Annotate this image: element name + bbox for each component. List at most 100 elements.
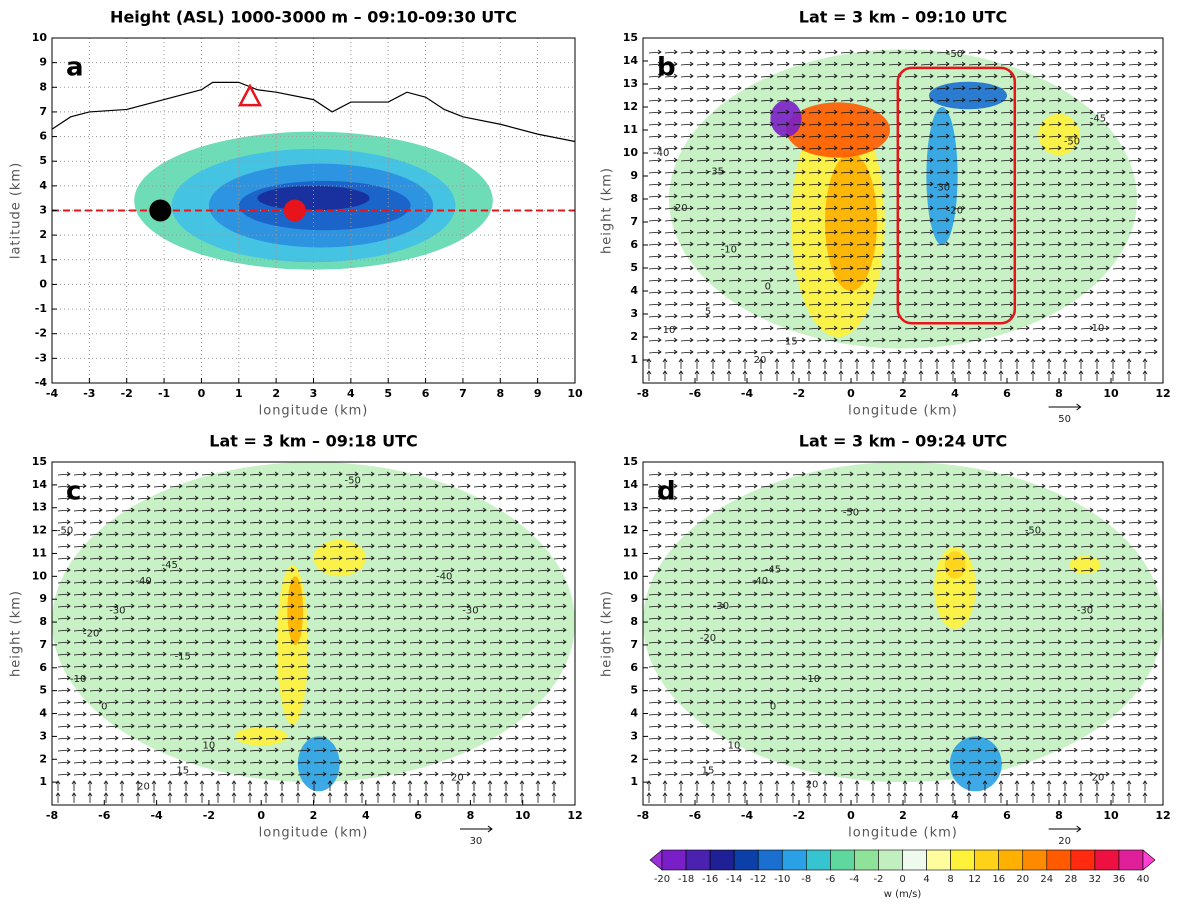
contour-label: 10: [663, 325, 676, 336]
reference-vector-label: 30: [470, 836, 483, 847]
x-tick-label: -2: [793, 809, 805, 822]
y-tick-label: 4: [39, 707, 47, 720]
y-tick-label: 8: [630, 192, 638, 205]
reference-arrow: [459, 825, 493, 833]
y-axis-label: height (km): [600, 590, 615, 677]
y-tick-label: 10: [623, 569, 639, 582]
x-tick-label: 10: [515, 809, 531, 822]
y-tick-label: 9: [630, 592, 638, 605]
contour-label: -10: [70, 674, 86, 685]
chart-title: Lat = 3 km – 09:24 UTC: [799, 432, 1008, 451]
contour-label: -45: [162, 560, 178, 571]
chart-title: Lat = 3 km – 09:18 UTC: [209, 432, 418, 451]
contour-label: -40: [752, 576, 768, 587]
shaded-region: [934, 546, 976, 629]
contour-label: -50: [1025, 526, 1041, 537]
y-axis-label: height (km): [9, 590, 24, 677]
colorbar-bin: [974, 849, 1000, 871]
contour-label: 15: [176, 766, 189, 777]
colorbar-tick-label: 36: [1113, 874, 1126, 885]
y-tick-label: 4: [39, 179, 47, 192]
panel: -50-40-35-20-1005101520-30-20-45-5010-8-…: [600, 8, 1171, 426]
colorbar-bin: [685, 849, 711, 871]
x-tick-label: 8: [1055, 387, 1063, 400]
x-tick-label: 12: [567, 809, 582, 822]
y-axis-label: latitude (km): [9, 162, 24, 259]
y-tick-label: 0: [39, 277, 47, 290]
y-tick-label: 8: [39, 615, 47, 628]
contour-label: 5: [705, 307, 711, 318]
colorbar-tick-label: 16: [992, 874, 1005, 885]
y-tick-label: 7: [39, 105, 47, 118]
x-tick-label: 10: [1103, 387, 1119, 400]
y-tick-label: 5: [630, 684, 638, 697]
y-tick-label: 5: [630, 261, 638, 274]
x-tick-label: 4: [362, 809, 370, 822]
reference-vector-label: 50: [1058, 414, 1071, 425]
contour-label: 20: [1092, 773, 1105, 784]
y-tick-label: 3: [39, 729, 47, 742]
y-tick-label: 9: [39, 56, 47, 69]
colorbar-tick-label: 8: [947, 874, 953, 885]
y-tick-label: -2: [35, 327, 47, 340]
y-tick-label: 6: [630, 661, 638, 674]
contour-label: -30: [462, 606, 478, 617]
contour-label: -15: [175, 651, 191, 662]
y-tick-label: 2: [630, 752, 638, 765]
contour-label: -20: [671, 203, 687, 214]
colorbar-tick-label: -4: [849, 874, 859, 885]
colorbar-bin: [757, 849, 783, 871]
shaded-region: [944, 551, 966, 579]
x-tick-label: -6: [98, 809, 111, 822]
x-tick-label: 0: [257, 809, 265, 822]
colorbar-bin: [1070, 849, 1096, 871]
contour-label: -30: [1077, 606, 1093, 617]
x-tick-label: 8: [496, 387, 504, 400]
contour-label: -20: [83, 629, 99, 640]
x-tick-label: -2: [793, 387, 805, 400]
y-tick-label: 15: [623, 31, 638, 44]
shaded-region: [297, 736, 340, 792]
contour-label: -50: [843, 507, 859, 518]
colorbar-bin: [1022, 849, 1048, 871]
panel-letter: b: [657, 53, 676, 83]
x-tick-label: -3: [83, 387, 95, 400]
x-tick-label: 8: [467, 809, 475, 822]
y-tick-label: 4: [630, 707, 638, 720]
x-tick-label: 4: [951, 387, 959, 400]
contour-label: -30: [109, 606, 125, 617]
colorbar-bin: [733, 849, 759, 871]
colorbar-bin: [1094, 849, 1120, 871]
x-tick-label: 4: [347, 387, 355, 400]
x-tick-label: -4: [741, 387, 754, 400]
panel: -50-50-45-40-30-20-15-100101520-40-3020-…: [9, 432, 583, 848]
y-tick-label: 1: [630, 775, 638, 788]
y-tick-label: 2: [630, 330, 638, 343]
x-tick-label: 4: [951, 809, 959, 822]
colorbar-bin: [878, 849, 903, 871]
y-tick-label: 13: [32, 501, 47, 514]
y-axis-label: height (km): [600, 167, 615, 254]
reference-vector-label: 20: [1058, 836, 1071, 847]
x-tick-label: 7: [459, 387, 467, 400]
contour-label: -40: [436, 571, 452, 582]
contour-label: -40: [135, 576, 151, 587]
y-tick-label: 5: [39, 684, 47, 697]
contour-label: 0: [101, 702, 107, 713]
shaded-region: [770, 100, 802, 137]
marker: [237, 83, 263, 107]
colorbar-tick-label: 4: [923, 874, 929, 885]
contour-label: 10: [203, 741, 216, 752]
plot-area: -50 -50 -45 -40 -30 -20 -15 -10 0 10 15 20 -40 -30 20: [52, 462, 575, 805]
y-tick-label: 5: [39, 154, 47, 167]
y-tick-label: 9: [39, 592, 47, 605]
x-tick-label: 6: [414, 809, 422, 822]
highlight-box: [896, 66, 1017, 325]
y-tick-label: 12: [623, 524, 638, 537]
x-tick-label: 5: [384, 387, 392, 400]
y-tick-label: 3: [630, 729, 638, 742]
x-tick-label: 9: [534, 387, 542, 400]
contour-label: -20: [700, 633, 716, 644]
y-tick-label: 8: [630, 615, 638, 628]
